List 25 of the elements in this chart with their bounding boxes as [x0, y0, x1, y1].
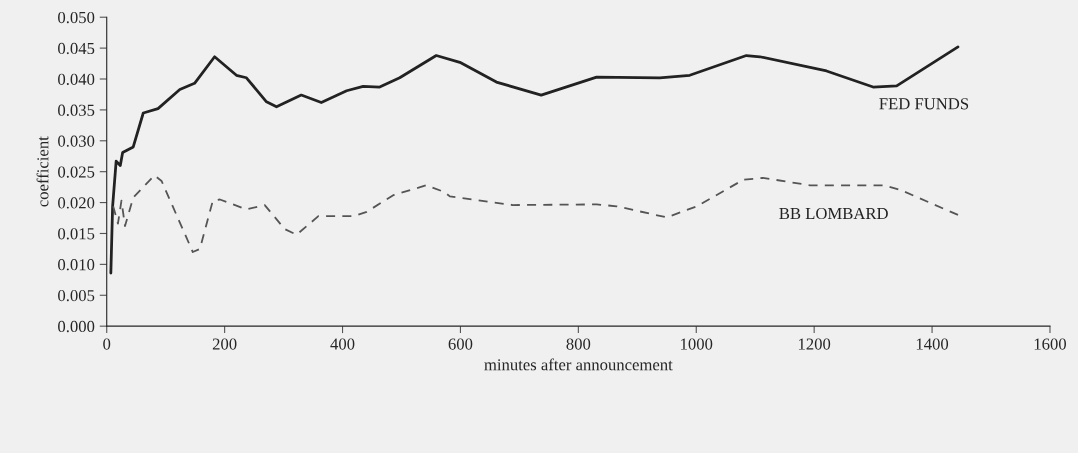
y-tick-label: 0.005 — [58, 289, 95, 302]
y-tick-label: 0.000 — [58, 320, 95, 333]
x-tick-label: 1200 — [798, 338, 831, 350]
x-tick-label: 800 — [566, 338, 591, 350]
y-tick-label: 0.045 — [58, 42, 95, 55]
y-tick-label: 0.040 — [58, 73, 95, 86]
y-tick-label: 0.050 — [58, 11, 95, 24]
y-tick-label: 0.010 — [58, 259, 95, 271]
series-label: BB LOMBARD — [779, 207, 888, 220]
line-series — [112, 174, 959, 253]
x-tick-label: 0 — [103, 338, 111, 350]
y-axis-title: coefficient — [36, 136, 49, 207]
x-tick-label: 1400 — [916, 338, 949, 350]
x-tick-label: 200 — [212, 338, 237, 350]
series-label: FED FUNDS — [879, 98, 969, 110]
x-tick-label: 1600 — [1034, 338, 1066, 350]
x-tick-label: 600 — [448, 338, 473, 350]
x-tick-label: 1000 — [681, 338, 713, 350]
y-tick-label: 0.020 — [58, 197, 95, 209]
x-axis-title: minutes after announcement — [484, 358, 673, 371]
y-tick-label: 0.035 — [58, 104, 95, 116]
y-tick-label: 0.025 — [58, 166, 95, 178]
y-tick-label: 0.015 — [58, 228, 95, 240]
y-tick-label: 0.030 — [58, 135, 95, 147]
x-tick-label: 400 — [330, 338, 355, 350]
